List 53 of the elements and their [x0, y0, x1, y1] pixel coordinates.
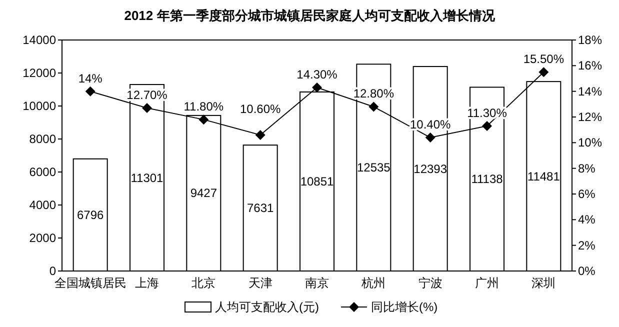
point: [312, 82, 322, 92]
y2-tick-label: 18%: [578, 33, 602, 47]
data-label: 14.30%: [296, 67, 338, 82]
y2-tick-label: 2%: [578, 238, 596, 252]
x-tick-label: 上海: [135, 276, 159, 290]
x-tick-label: 杭州: [360, 276, 386, 290]
y2-tick-label: 12%: [578, 110, 602, 124]
data-label: 11481: [527, 169, 560, 184]
data-label: 11.80%: [184, 100, 224, 114]
y-tick-label: 2000: [29, 231, 56, 245]
data-label: 9427: [190, 186, 218, 200]
point: [368, 102, 379, 112]
legend-label: 同比增长(%): [371, 300, 438, 314]
data-label: 14%: [78, 71, 103, 86]
x-tick-label: 深圳: [532, 276, 556, 290]
x-tick-label: 广州: [475, 276, 499, 290]
data-label: 11138: [471, 172, 504, 186]
data-label: 7631: [246, 201, 274, 216]
y2-tick-label: 4%: [578, 212, 596, 227]
data-label: 12393: [414, 162, 448, 176]
point: [142, 103, 152, 114]
y2-tick-label: 14%: [578, 84, 602, 98]
y2-tick-label: 0%: [578, 264, 596, 278]
point: [85, 86, 96, 96]
point: [538, 67, 549, 78]
point: [198, 114, 209, 125]
point: [425, 132, 436, 143]
chart-title: 2012 年第一季度部分城市城镇居民家庭人均可支配收入增长情况: [124, 8, 496, 23]
data-label: 15.50%: [523, 52, 564, 66]
y-tick-label: 8000: [29, 132, 56, 146]
data-label: 10851: [300, 174, 334, 188]
x-tick-label: 南京: [305, 276, 329, 290]
x-tick-label: 北京: [192, 276, 216, 290]
data-label: 10.60%: [240, 102, 282, 116]
x-tick-label: 宁波: [418, 276, 442, 290]
y-tick-label: 14000: [22, 33, 56, 47]
y-tick-label: 4000: [29, 198, 56, 212]
x-tick-label: 全国城镇居民: [54, 276, 126, 290]
y-tick-label: 12000: [22, 66, 56, 80]
y-tick-label: 10000: [22, 99, 56, 113]
y-tick-label: 0: [49, 264, 56, 278]
y2-tick-label: 16%: [578, 58, 602, 73]
y2-tick-label: 6%: [578, 187, 596, 201]
data-label: 12535: [356, 160, 391, 175]
point: [255, 130, 266, 140]
legend-label: 人均可支配收入(元): [215, 300, 319, 314]
y-tick-label: 6000: [29, 165, 56, 179]
point: [482, 120, 492, 131]
x-tick-label: 天津: [248, 276, 272, 290]
data-label: 11301: [130, 170, 164, 185]
y2-tick-label: 10%: [578, 136, 602, 150]
y2-tick-label: 8%: [578, 161, 596, 176]
data-label: 6796: [76, 208, 104, 222]
